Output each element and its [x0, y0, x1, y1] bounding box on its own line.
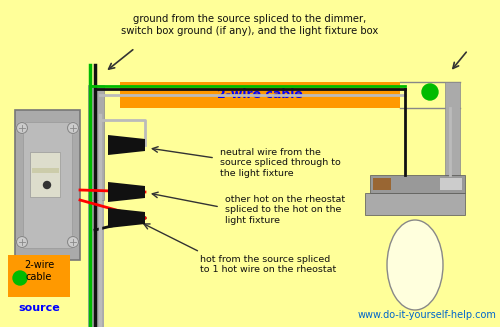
Ellipse shape	[387, 220, 443, 310]
Bar	[88, 85, 104, 200]
Bar	[32, 168, 59, 173]
Text: www.do-it-yourself-help.com: www.do-it-yourself-help.com	[357, 310, 496, 320]
Text: 2-wire cable: 2-wire cable	[217, 89, 303, 101]
Bar	[365, 193, 465, 215]
Circle shape	[16, 236, 28, 248]
Bar	[440, 178, 462, 190]
Text: hot from the source spliced
to 1 hot wire on the rheostat: hot from the source spliced to 1 hot wir…	[200, 255, 336, 274]
Bar	[373, 178, 391, 190]
Bar	[88, 195, 104, 327]
Circle shape	[13, 271, 27, 285]
Text: other hot on the rheostat
spliced to the hot on the
light fixture: other hot on the rheostat spliced to the…	[225, 195, 345, 225]
Polygon shape	[108, 182, 145, 202]
Text: neutral wire from the
source spliced through to
the light fixture: neutral wire from the source spliced thr…	[220, 148, 341, 178]
Bar	[23, 122, 72, 248]
Bar	[15, 110, 80, 260]
Text: ground from the source spliced to the dimmer,
switch box ground (if any), and th: ground from the source spliced to the di…	[122, 14, 378, 36]
Circle shape	[422, 84, 438, 100]
Bar	[120, 82, 400, 108]
Circle shape	[16, 123, 28, 133]
Circle shape	[68, 236, 78, 248]
Bar	[370, 175, 465, 193]
Text: 2-wire
cable: 2-wire cable	[24, 260, 54, 282]
Text: source: source	[18, 303, 60, 313]
Circle shape	[44, 181, 51, 188]
Polygon shape	[108, 208, 145, 228]
Bar	[445, 82, 460, 175]
Circle shape	[68, 123, 78, 133]
Bar	[30, 152, 60, 197]
Bar	[8, 255, 70, 297]
Polygon shape	[108, 135, 145, 155]
